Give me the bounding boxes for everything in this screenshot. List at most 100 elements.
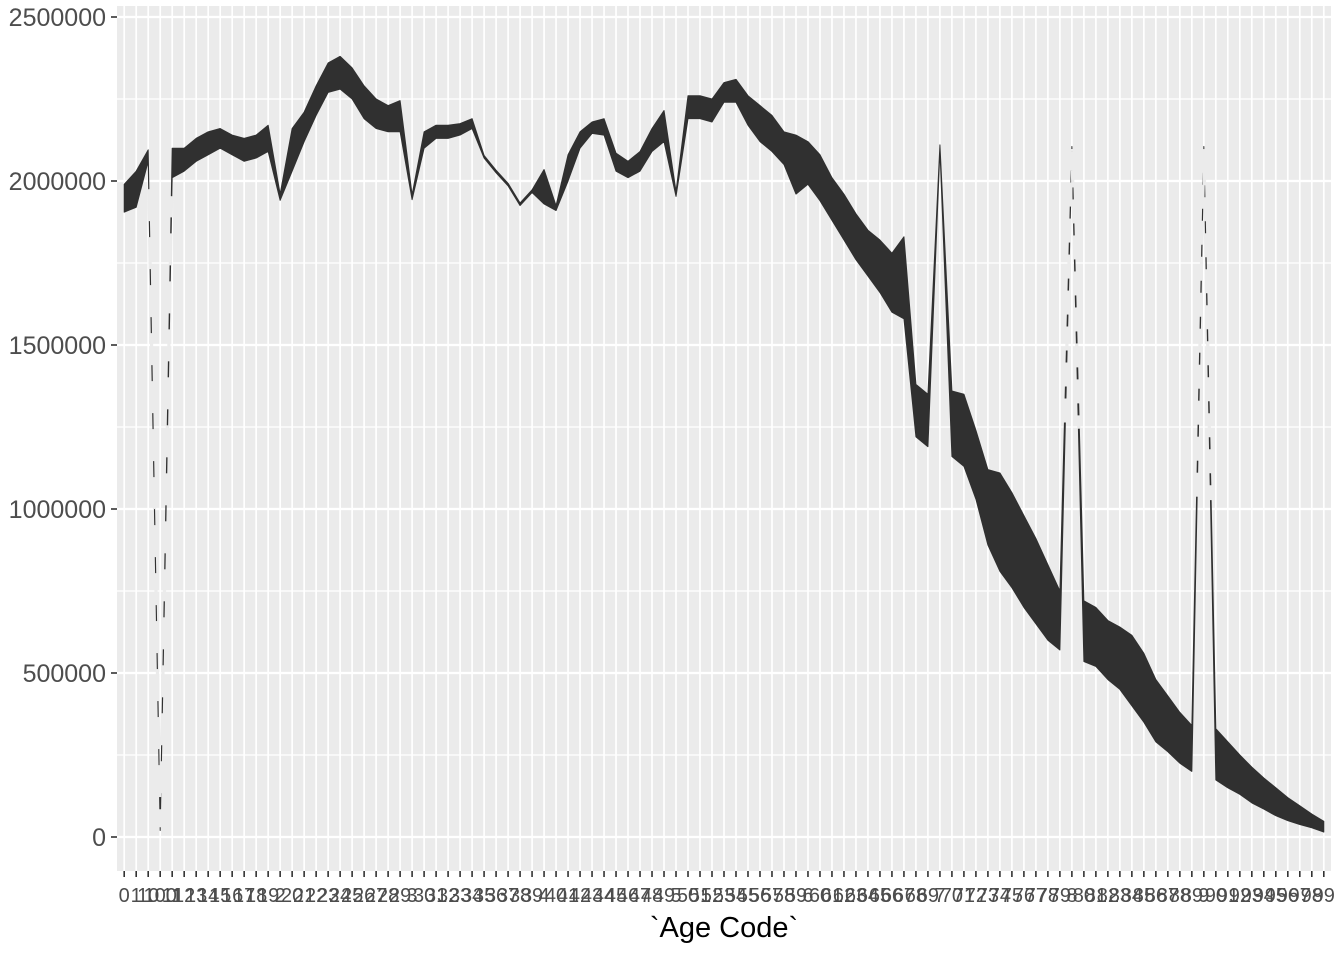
y-tick-label: 2000000 <box>9 168 106 196</box>
x-tick-label: 71 <box>953 885 975 907</box>
x-tick-label: 26 <box>353 885 375 907</box>
x-tick-label: 36 <box>485 885 507 907</box>
x-tick-label: 55 <box>737 885 759 907</box>
x-tick-label: 66 <box>881 885 903 907</box>
x-tick-label: 68 <box>905 885 927 907</box>
x-tick-label: 77 <box>1025 885 1047 907</box>
x-tick-label: 41 <box>557 885 579 907</box>
x-tick-label: 21 <box>293 885 315 907</box>
x-tick-label: 22 <box>305 885 327 907</box>
x-tick-label: 42 <box>569 885 591 907</box>
x-tick-label: 0 <box>119 885 130 907</box>
x-tick-label: 15 <box>209 885 231 907</box>
x-tick-label: 59 <box>785 885 807 907</box>
x-tick-label: 56 <box>749 885 771 907</box>
x-tick-label: 98 <box>1301 885 1323 907</box>
x-tick-label: 44 <box>593 885 615 907</box>
x-tick-label: 72 <box>965 885 987 907</box>
x-tick-label: 62 <box>833 885 855 907</box>
x-tick-label: 32 <box>437 885 459 907</box>
x-tick-label: 86 <box>1145 885 1167 907</box>
x-tick-label: 94 <box>1253 885 1275 907</box>
x-tick-label: 7 <box>934 885 945 907</box>
y-tick-label: 0 <box>92 824 106 852</box>
x-tick-label: 65 <box>869 885 891 907</box>
x-tick-label: 58 <box>773 885 795 907</box>
x-tick-label: 34 <box>461 885 483 907</box>
x-axis-title: `Age Code` <box>649 912 799 944</box>
x-tick-label: 100 <box>143 885 176 907</box>
x-tick-label: 14 <box>197 885 219 907</box>
spike-dash-overlay <box>147 189 174 828</box>
x-tick-label: 91 <box>1217 885 1239 907</box>
x-tick-label: 75 <box>1001 885 1023 907</box>
x-tick-label: 4 <box>538 885 549 907</box>
x-tick-label: 85 <box>1133 885 1155 907</box>
x-tick-label: 43 <box>581 885 603 907</box>
spike-dash-overlay <box>1063 148 1081 429</box>
x-tick-label: 50 <box>677 885 699 907</box>
x-tick-label: 70 <box>941 885 963 907</box>
x-tick-label: 90 <box>1205 885 1227 907</box>
x-tick-label: 2 <box>275 885 286 907</box>
x-tick-label: 81 <box>1085 885 1107 907</box>
y-tick-label: 500000 <box>23 660 106 688</box>
x-tick-label: 17 <box>233 885 255 907</box>
x-tick-label: 1 <box>131 885 142 907</box>
x-tick-label: 64 <box>857 885 879 907</box>
x-tick-label: 3 <box>407 885 418 907</box>
x-tick-label: 87 <box>1157 885 1179 907</box>
x-tick-label: 95 <box>1265 885 1287 907</box>
x-tick-label: 46 <box>617 885 639 907</box>
x-tick-label: 6 <box>802 885 813 907</box>
x-tick-label: 76 <box>1013 885 1035 907</box>
x-tick-label: 31 <box>425 885 447 907</box>
x-tick-label: 48 <box>641 885 663 907</box>
x-tick-label: 38 <box>509 885 531 907</box>
x-tick-label: 57 <box>761 885 783 907</box>
x-tick-label: 53 <box>713 885 735 907</box>
x-tick-label: 63 <box>845 885 867 907</box>
x-tick-label: 47 <box>629 885 651 907</box>
x-tick-label: 51 <box>689 885 711 907</box>
x-tick-label: 11 <box>162 885 183 907</box>
x-tick-label: 12 <box>173 885 195 907</box>
x-tick-label: 13 <box>185 885 207 907</box>
x-tick-label: 27 <box>365 885 387 907</box>
x-tick-label: 78 <box>1037 885 1059 907</box>
x-tick-label: 20 <box>281 885 303 907</box>
x-tick-label: 37 <box>497 885 519 907</box>
x-tick-label: 29 <box>389 885 411 907</box>
x-tick-label: 82 <box>1097 885 1119 907</box>
x-tick-label: 10 <box>137 885 159 907</box>
spike-dash-overlay <box>1195 148 1213 501</box>
x-tick-label: 88 <box>1169 885 1191 907</box>
x-tick-label: 99 <box>1313 885 1335 907</box>
x-tick-label: 18 <box>245 885 267 907</box>
x-tick-label: 96 <box>1277 885 1299 907</box>
x-tick-label: 28 <box>377 885 399 907</box>
x-tick-label: 84 <box>1121 885 1143 907</box>
x-tick-label: 25 <box>341 885 363 907</box>
x-tick-label: 35 <box>473 885 495 907</box>
x-tick-label: 69 <box>917 885 939 907</box>
y-tick-label: 2500000 <box>9 4 106 32</box>
x-tick-label: 5 <box>670 885 681 907</box>
x-tick-label: 60 <box>809 885 831 907</box>
x-tick-label: 9 <box>1198 885 1209 907</box>
x-tick-label: 52 <box>701 885 723 907</box>
x-tick-label: 54 <box>725 885 747 907</box>
x-tick-label: 8 <box>1066 885 1077 907</box>
x-tick-label: 30 <box>413 885 435 907</box>
x-tick-label: 79 <box>1049 885 1071 907</box>
x-tick-label: 89 <box>1181 885 1203 907</box>
x-tick-label: 40 <box>545 885 567 907</box>
population-band <box>123 55 1325 833</box>
x-tick-label: 80 <box>1073 885 1095 907</box>
x-tick-label: 24 <box>329 885 351 907</box>
y-tick-label: 1000000 <box>9 496 106 524</box>
x-tick-label: 45 <box>605 885 627 907</box>
x-tick-label: 92 <box>1229 885 1251 907</box>
x-tick-label: 61 <box>821 885 843 907</box>
